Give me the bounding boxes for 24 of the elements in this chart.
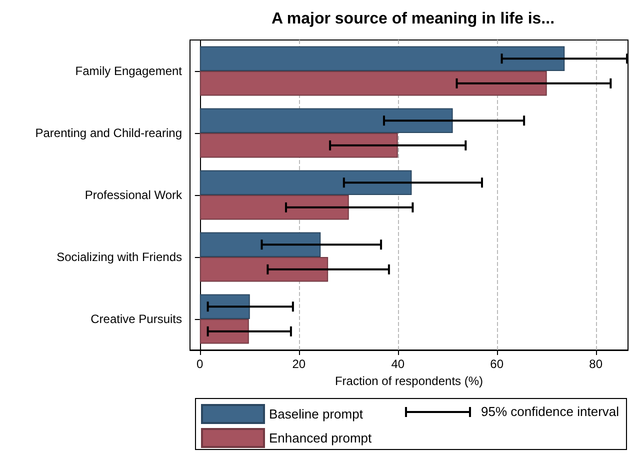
- y-tick-label: Professional Work: [84, 188, 183, 202]
- y-tick-label: Socializing with Friends: [56, 250, 182, 264]
- x-tick-label: 0: [196, 357, 204, 371]
- bar: [200, 170, 412, 195]
- x-tick-label: 40: [391, 357, 405, 371]
- x-tick-label: 20: [292, 357, 306, 371]
- legend-label: Baseline prompt: [269, 406, 364, 422]
- bar: [200, 195, 349, 220]
- bar: [200, 108, 453, 133]
- y-tick-label: Family Engagement: [75, 64, 183, 78]
- x-tick-label: 80: [589, 357, 603, 371]
- x-axis-title: Fraction of respondents (%): [334, 374, 484, 388]
- bar: [200, 232, 321, 257]
- bar: [200, 257, 328, 282]
- chart-title: A major source of meaning in life is...: [271, 10, 555, 28]
- bar: [200, 319, 249, 344]
- legend-label: Enhanced prompt: [269, 430, 372, 446]
- bar: [200, 46, 565, 71]
- bar: [200, 71, 547, 96]
- y-tick-label: Parenting and Child-rearing: [35, 126, 182, 140]
- text: 95% confidence interval: [481, 404, 620, 419]
- x-tick-label: 60: [490, 357, 504, 371]
- bar: [200, 133, 398, 158]
- y-tick-label: Creative Pursuits: [90, 312, 182, 326]
